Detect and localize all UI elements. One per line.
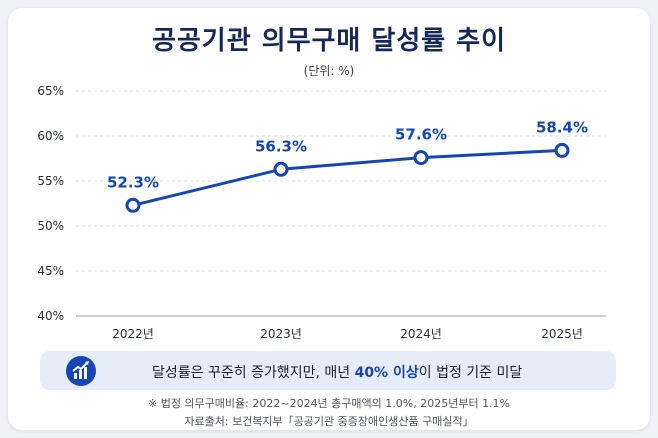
x-tick-label: 2025년 [541,327,583,341]
y-tick-label: 60% [37,129,64,143]
callout-text-after: 이 법정 기준 미달 [418,365,523,381]
x-tick-label: 2023년 [260,327,302,341]
data-label: 56.3% [255,137,307,155]
data-label: 57.6% [395,126,447,144]
y-tick-label: 45% [37,264,64,278]
callout-text: 달성률은 꾸준히 증가했지만, 매년 40% 이상이 법정 기준 미달 [152,362,522,382]
page-title: 공공기관 의무구매 달성률 추이 [151,26,507,56]
growth-chart-icon [66,356,96,386]
unit-label: (단위: %) [303,64,355,78]
y-tick-label: 65% [37,84,64,98]
data-label: 58.4% [536,118,588,136]
y-tick-label: 55% [37,174,64,188]
callout-box [40,351,616,390]
y-tick-label: 40% [37,309,64,323]
callout-highlight: 40% 이상 [354,365,419,381]
footnote: ※ 법정 의무구매비율: 2022~2024년 총구매액의 1.0%, 2025… [147,397,511,410]
data-point [125,197,141,213]
series-line [132,148,563,207]
y-tick-label: 50% [37,219,64,233]
callout-text-before: 달성률은 꾸준히 증가했지만, 매년 [152,365,355,381]
data-point [413,150,429,166]
data-label: 52.3% [107,173,159,191]
source-note: 자료출처: 보건복지부「공공기관 중증장애인생산품 구매실적」 [184,415,474,428]
x-tick-label: 2024년 [400,327,442,341]
x-tick-label: 2022년 [112,327,154,341]
data-point [554,142,570,158]
data-point [273,161,289,177]
line-chart: 40% 45% 50% 55% 60% 65% 2022년 2023년 2024년 2025년 52… [37,84,606,341]
